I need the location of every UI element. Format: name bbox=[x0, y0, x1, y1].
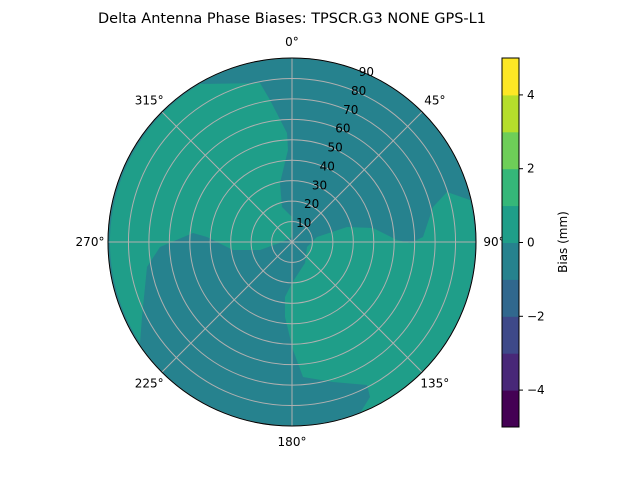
angular-tick-label: 270° bbox=[76, 235, 105, 249]
colorbar-segment bbox=[502, 279, 519, 317]
radial-tick-label: 50 bbox=[327, 141, 342, 155]
chart-title: Delta Antenna Phase Biases: TPSCR.G3 NON… bbox=[98, 11, 486, 27]
colorbar-tick-label: 4 bbox=[527, 88, 535, 102]
colorbar-tick-label: −4 bbox=[527, 383, 545, 397]
angular-tick-label: 225° bbox=[135, 376, 164, 390]
radial-tick-label: 90 bbox=[359, 65, 374, 79]
colorbar-segment bbox=[502, 390, 519, 428]
angular-tick-label: 90° bbox=[483, 235, 504, 249]
colorbar-segment bbox=[502, 316, 519, 354]
angular-tick-label: 45° bbox=[424, 94, 445, 108]
angular-tick-label: 315° bbox=[135, 94, 164, 108]
radial-tick-label: 40 bbox=[320, 159, 335, 173]
contour-region bbox=[109, 83, 292, 343]
angular-gridline bbox=[161, 241, 293, 373]
angular-tick-label: 0° bbox=[285, 35, 299, 49]
colorbar-segment bbox=[502, 353, 519, 391]
radial-tick-label: 20 bbox=[304, 197, 319, 211]
colorbar-segment bbox=[502, 58, 519, 96]
angular-tick-label: 135° bbox=[420, 376, 449, 390]
radial-tick-label: 30 bbox=[312, 178, 327, 192]
angular-gridline bbox=[291, 111, 423, 243]
radial-tick-label: 70 bbox=[343, 103, 358, 117]
radial-tick-label: 10 bbox=[296, 216, 311, 230]
angular-gridline bbox=[291, 241, 423, 373]
colorbar-label: Bias (mm) bbox=[556, 211, 570, 273]
colorbar-tick-label: −2 bbox=[527, 309, 545, 323]
polar-frame bbox=[107, 57, 477, 427]
angular-gridline bbox=[161, 111, 293, 243]
colorbar-segment bbox=[502, 168, 519, 207]
colorbar-tick-label: 0 bbox=[527, 236, 535, 250]
colorbar-segment bbox=[502, 131, 519, 170]
colorbar-tick-label: 2 bbox=[527, 162, 535, 176]
colorbar-segment bbox=[502, 94, 519, 133]
colorbar-segment bbox=[502, 242, 519, 280]
radial-tick-label: 80 bbox=[351, 84, 366, 98]
colorbar-segment bbox=[502, 205, 519, 243]
angular-tick-label: 180° bbox=[278, 435, 307, 449]
radial-tick-label: 60 bbox=[335, 122, 350, 136]
